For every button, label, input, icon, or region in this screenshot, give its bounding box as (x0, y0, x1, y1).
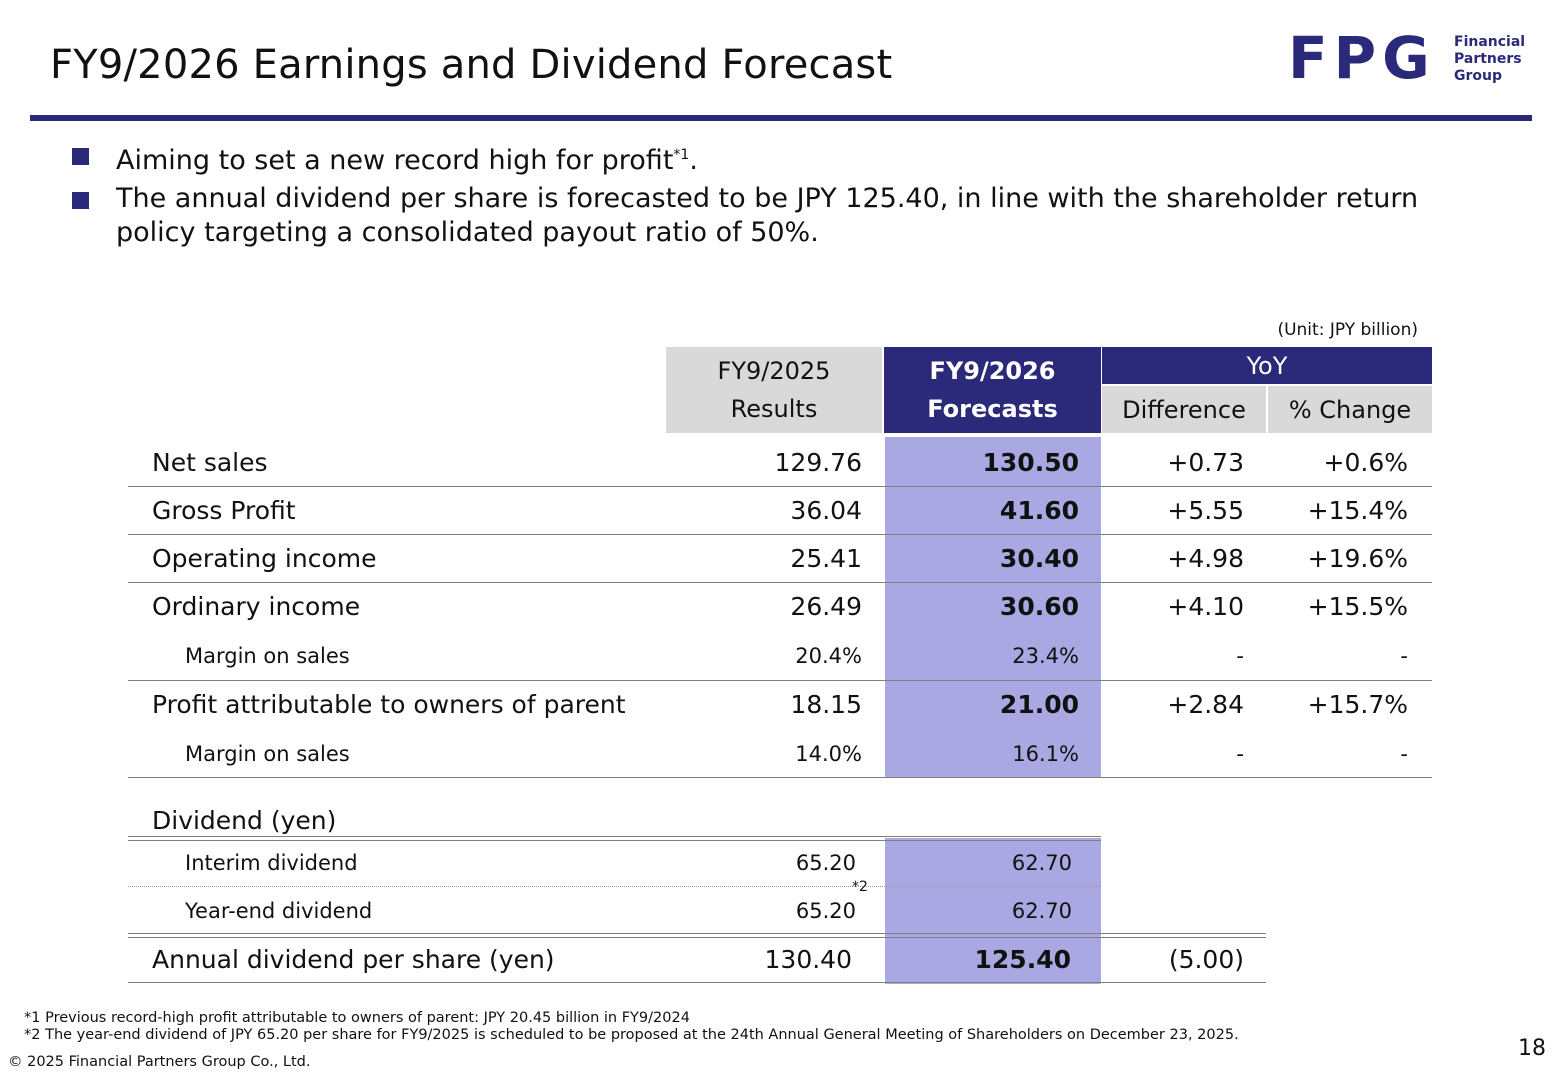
row-label: Year-end dividend (185, 899, 373, 923)
header-forecasts: FY9/2026 Forecasts (884, 347, 1101, 433)
row-label: Interim dividend (185, 851, 358, 875)
bullet-text: The annual dividend per share is forecas… (116, 183, 1419, 248)
table-row: Gross Profit 36.04 41.60 +5.55 +15.4% (128, 487, 1432, 535)
logo-text: Financial Partners Group (1454, 34, 1525, 85)
pct-value: +15.5% (1307, 592, 1408, 621)
dividend-double-rule (128, 836, 1101, 841)
header-yoy: YoY (1102, 347, 1432, 384)
prev-value: 130.40 (764, 945, 852, 974)
table-row: Annual dividend per share (yen) 130.40 1… (128, 936, 1266, 984)
forecast-value: 130.50 (982, 448, 1079, 477)
row-label: Net sales (152, 448, 268, 477)
forecast-value: 125.40 (974, 945, 1071, 974)
unit-label: (Unit: JPY billion) (1277, 320, 1418, 340)
pct-value: +19.6% (1307, 544, 1408, 573)
row-divider (128, 777, 1432, 778)
table-row: Net sales 129.76 130.50 +0.73 +0.6% (128, 439, 1432, 487)
footnote-ref: *1 (673, 147, 690, 163)
forecast-value: 23.4% (1012, 644, 1079, 668)
bullet-item: The annual dividend per share is forecas… (70, 182, 1500, 250)
forecast-value: 62.70 (1011, 851, 1072, 875)
page-title: FY9/2026 Earnings and Dividend Forecast (50, 42, 893, 88)
row-divider (128, 534, 1432, 535)
pct-value: - (1400, 742, 1408, 766)
row-divider (128, 582, 1432, 583)
diff-value: +2.84 (1167, 690, 1244, 719)
prev-value: 20.4% (795, 644, 862, 668)
row-label: Gross Profit (152, 496, 296, 525)
annual-double-rule (128, 933, 1266, 938)
bullet-list: Aiming to set a new record high for prof… (70, 138, 1500, 254)
bullet-item: Aiming to set a new record high for prof… (70, 138, 1500, 178)
diff-value: +4.10 (1167, 592, 1244, 621)
table-row: Ordinary income 26.49 30.60 +4.10 +15.5% (128, 583, 1432, 631)
header-fcst-line2: Forecasts (927, 395, 1058, 423)
logo-text-line3: Group (1454, 68, 1503, 84)
diff-value: +0.73 (1167, 448, 1244, 477)
forecast-value: 30.60 (999, 592, 1079, 621)
prev-value: 18.15 (790, 690, 862, 719)
row-divider (128, 680, 1432, 681)
diff-value: - (1236, 742, 1244, 766)
copyright: © 2025 Financial Partners Group Co., Ltd… (8, 1054, 311, 1070)
row-label: Margin on sales (185, 742, 350, 766)
header-difference: Difference (1102, 386, 1266, 433)
diff-value: +4.98 (1167, 544, 1244, 573)
header-prev-line2: Results (730, 395, 818, 423)
row-label: Annual dividend per share (yen) (152, 945, 555, 974)
prev-value: 65.20 (795, 851, 856, 875)
forecast-column-highlight (885, 437, 1101, 777)
row-label: Ordinary income (152, 592, 361, 621)
table-row: Profit attributable to owners of parent … (128, 681, 1432, 729)
row-divider (128, 486, 1432, 487)
pct-value: - (1400, 644, 1408, 668)
bullet-text: Aiming to set a new record high for prof… (116, 145, 674, 176)
table-row: Margin on sales 20.4% 23.4% - - (128, 632, 1432, 680)
logo-mark: FPG (1288, 24, 1436, 92)
company-logo: FPG Financial Partners Group (1288, 26, 1530, 90)
prev-value: 26.49 (790, 592, 862, 621)
page-number: 18 (1518, 1036, 1546, 1061)
title-divider (30, 115, 1532, 121)
prev-value: 36.04 (790, 496, 862, 525)
diff-value: (5.00) (1168, 945, 1244, 974)
pct-value: +15.4% (1307, 496, 1408, 525)
logo-text-line1: Financial (1454, 34, 1526, 50)
prev-value: 25.41 (790, 544, 862, 573)
table-bottom-rule (128, 982, 1266, 983)
header-fcst-line1: FY9/2026 (929, 357, 1056, 385)
logo-text-line2: Partners (1454, 51, 1522, 67)
prev-value: 129.76 (774, 448, 862, 477)
header-prev-line1: FY9/2025 (717, 357, 831, 385)
footnote-2: *2 The year-end dividend of JPY 65.20 pe… (24, 1027, 1239, 1043)
row-label: Profit attributable to owners of parent (152, 690, 626, 719)
table-row: Margin on sales 14.0% 16.1% - - (128, 730, 1432, 778)
forecast-value: 21.00 (999, 690, 1079, 719)
forecast-dividend-highlight (885, 838, 1101, 984)
row-label: Margin on sales (185, 644, 350, 668)
header-prev-results: FY9/2025 Results (666, 347, 882, 433)
table-row: Operating income 25.41 30.40 +4.98 +19.6… (128, 535, 1432, 583)
prev-value: 65.20 (795, 899, 856, 923)
diff-value: - (1236, 644, 1244, 668)
diff-value: +5.55 (1167, 496, 1244, 525)
footnotes: *1 Previous record-high profit attributa… (24, 1010, 1239, 1044)
prev-value: 14.0% (795, 742, 862, 766)
dividend-heading: Dividend (yen) (152, 806, 337, 835)
dividend-heading-row: Dividend (yen) (128, 797, 1432, 845)
forecast-value: 30.40 (999, 544, 1079, 573)
footnote-1: *1 Previous record-high profit attributa… (24, 1010, 690, 1026)
pct-value: +15.7% (1307, 690, 1408, 719)
row-divider-dotted (128, 886, 1101, 887)
square-bullet-icon (72, 192, 89, 209)
bullet-tail: . (689, 145, 698, 176)
forecast-value: 62.70 (1011, 899, 1072, 923)
square-bullet-icon (72, 148, 89, 165)
forecast-value: 41.60 (999, 496, 1079, 525)
row-label: Operating income (152, 544, 377, 573)
forecast-value: 16.1% (1012, 742, 1079, 766)
pct-value: +0.6% (1323, 448, 1408, 477)
footnote-ref: *2 (852, 879, 868, 895)
header-pct-change: % Change (1268, 386, 1432, 433)
